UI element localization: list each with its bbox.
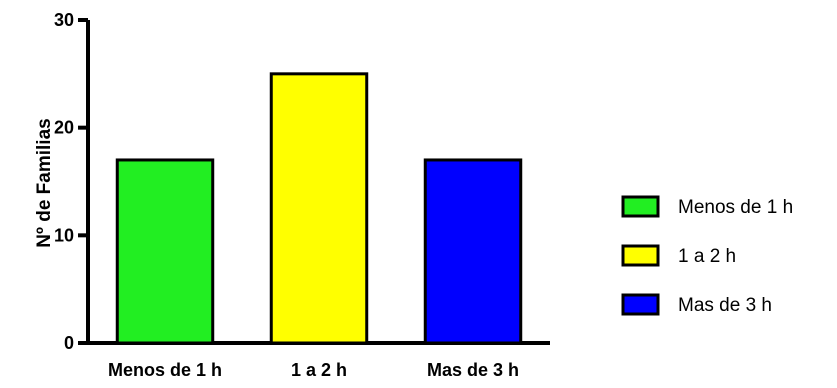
y-tick-label: 0	[64, 333, 74, 353]
legend-label: Mas de 3 h	[678, 295, 772, 316]
legend-label: Menos de 1 h	[678, 197, 793, 218]
y-tick-label: 30	[54, 10, 74, 30]
bars	[115, 72, 523, 345]
y-tick-label: 20	[54, 118, 74, 138]
category-labels: Menos de 1 h 1 a 2 h Mas de 3 h	[108, 360, 519, 380]
x-category-label: Mas de 3 h	[427, 360, 519, 380]
x-category-label: Menos de 1 h	[108, 360, 222, 380]
bar	[423, 158, 523, 345]
legend: Menos de 1 h 1 a 2 h Mas de 3 h	[621, 195, 793, 316]
bar	[115, 158, 215, 345]
legend-label: 1 a 2 h	[678, 246, 736, 267]
x-category-label: 1 a 2 h	[291, 360, 347, 380]
legend-swatch	[621, 244, 660, 267]
bar	[269, 72, 369, 345]
legend-swatch	[621, 293, 660, 316]
y-ticks: 0 10 20 30	[54, 10, 88, 353]
y-axis-title: Nº de Familias	[34, 118, 55, 247]
legend-swatch	[621, 195, 660, 218]
y-tick-label: 10	[54, 225, 74, 245]
